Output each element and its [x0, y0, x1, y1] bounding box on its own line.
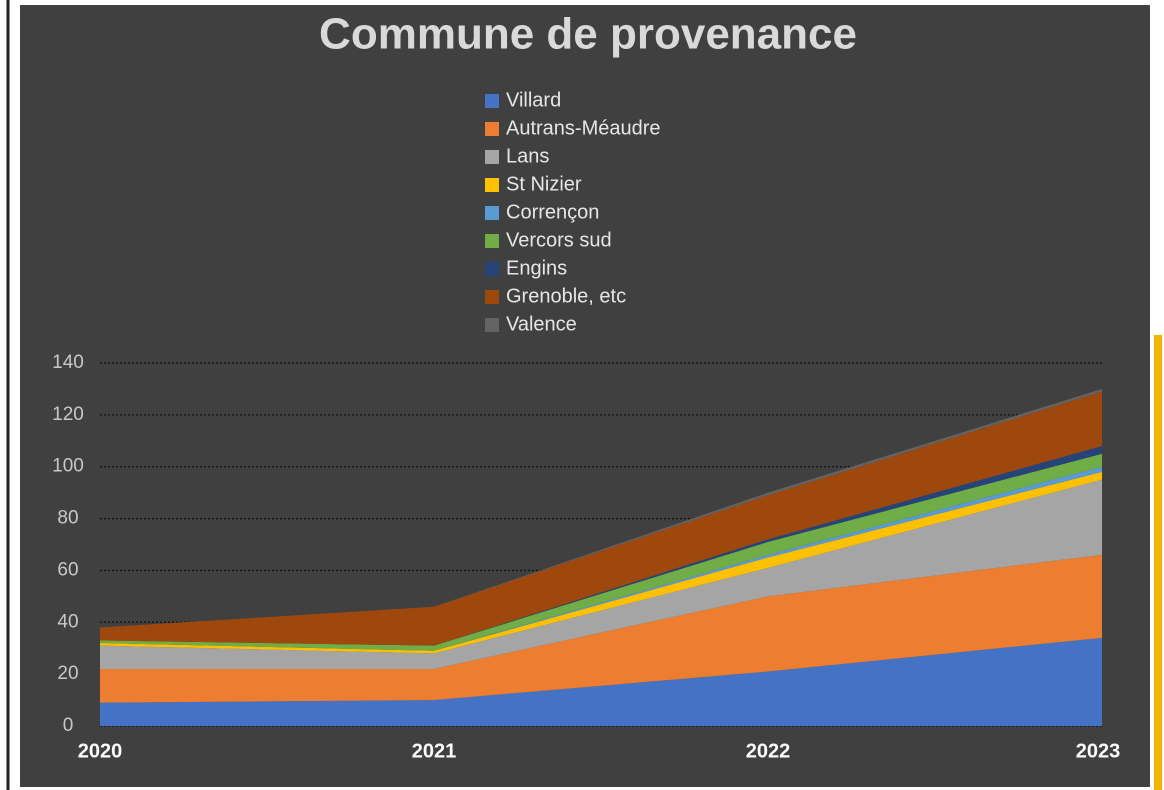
x-tick-label: 2022: [746, 740, 791, 762]
legend-label: St Nizier: [506, 173, 582, 195]
y-tick-label: 60: [57, 559, 78, 580]
area: [100, 479, 1102, 669]
chart-title: Commune de provenance: [319, 10, 857, 59]
legend-swatch: [485, 150, 499, 164]
legend-label: Corrençon: [506, 201, 599, 223]
legend-label: Valence: [506, 313, 577, 335]
legend-label: Engins: [506, 257, 567, 279]
legend-label: Villard: [506, 89, 561, 111]
legend-swatch: [485, 318, 499, 332]
legend-swatch: [485, 290, 499, 304]
legend-label: Grenoble, etc: [506, 285, 626, 307]
y-tick-label: 20: [57, 663, 78, 684]
legend-swatch: [485, 206, 499, 220]
legend-label: Autrans-Méaudre: [506, 117, 661, 139]
y-tick-label: 80: [57, 508, 78, 529]
accent-bar: [1154, 335, 1162, 790]
x-tick-label: 2020: [78, 740, 123, 762]
legend-label: Vercors sud: [506, 229, 612, 251]
legend-swatch: [485, 122, 499, 136]
legend-label: Lans: [506, 145, 549, 167]
y-tick-label: 0: [63, 715, 74, 736]
legend-swatch: [485, 262, 499, 276]
y-tick-label: 140: [52, 352, 84, 373]
legend-swatch: [485, 178, 499, 192]
area: [100, 554, 1102, 703]
y-tick-label: 40: [57, 611, 78, 632]
y-tick-label: 100: [52, 456, 84, 477]
x-tick-label: 2023: [1076, 740, 1121, 762]
legend-swatch: [485, 94, 499, 108]
y-tick-label: 120: [52, 404, 84, 425]
legend-swatch: [485, 234, 499, 248]
x-tick-label: 2021: [412, 740, 457, 762]
area: [100, 637, 1102, 726]
